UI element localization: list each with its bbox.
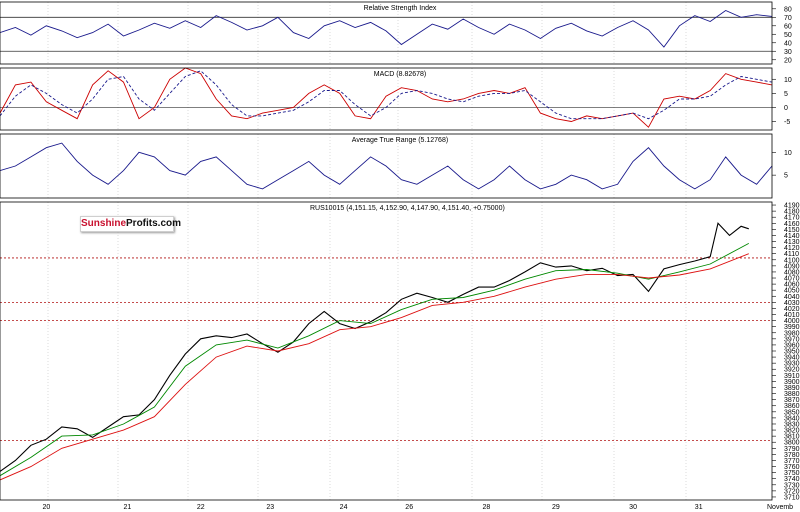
ytick-3-43: 4140 [784,233,800,240]
ytick-3-26: 3970 [784,336,800,343]
panel-frame-2 [0,133,773,199]
xtick-7: 29 [552,504,560,511]
ytick-3-32: 4030 [784,300,800,307]
xtick-4: 24 [340,504,348,511]
ytick-0-5: 70 [784,15,792,22]
grid-layer [47,2,687,500]
series-line-1-0 [0,67,773,128]
tick-layer: 20304050607080-5051051037103720373037403… [42,6,799,511]
ytick-3-27: 3980 [784,330,800,337]
ytick-3-0: 3710 [784,494,800,501]
ytick-3-36: 4070 [784,276,800,283]
ytick-3-34: 4050 [784,288,800,295]
ytick-3-24: 3950 [784,349,800,356]
ytick-3-13: 3840 [784,415,800,422]
ytick-3-31: 4020 [784,306,800,313]
ytick-3-42: 4130 [784,239,800,246]
sunshine-profits-logo: SunshineProfits.com [80,216,181,232]
ytick-1-1: 0 [784,105,788,112]
panel-title-0: Relative Strength Index [364,5,437,12]
ytick-0-2: 40 [784,40,792,47]
ytick-3-2: 3730 [784,482,800,489]
xtick-1: 21 [124,504,132,511]
ytick-3-38: 4090 [784,263,800,270]
ytick-3-47: 4180 [784,209,800,216]
ytick-3-25: 3960 [784,342,800,349]
ytick-3-11: 3820 [784,428,800,435]
ytick-0-0: 20 [784,57,792,64]
logo-brand-black: Profits.com [126,218,182,229]
ytick-3-17: 3880 [784,391,800,398]
ytick-2-0: 5 [784,173,788,180]
ytick-1-3: 10 [784,77,792,84]
xtick-2: 22 [197,504,205,511]
xtick-3: 23 [266,504,274,511]
title-layer: Relative Strength Index MACD (8.82678) Ave… [310,5,505,212]
panel-title-1: MACD (8.82678) [374,71,427,78]
ytick-0-3: 50 [784,32,792,39]
ytick-2-1: 10 [784,150,792,157]
series-line-3-1 [0,243,750,477]
ytick-3-18: 3890 [784,385,800,392]
ytick-3-45: 4160 [784,221,800,228]
ytick-3-30: 4010 [784,312,800,319]
xtick-8: 30 [629,504,637,511]
ytick-3-23: 3940 [784,355,800,362]
ytick-3-6: 3770 [784,458,800,465]
logo-brand-red: Sunshine [81,218,127,229]
ytick-3-29: 4000 [784,318,800,325]
panel-frame-3 [0,201,773,501]
ytick-3-9: 3800 [784,440,800,447]
ytick-3-19: 3900 [784,379,800,386]
xtick-5: 26 [405,504,413,511]
ytick-3-40: 4110 [784,251,799,258]
ytick-3-22: 3930 [784,361,800,368]
ytick-0-4: 60 [784,23,792,30]
ytick-3-37: 4080 [784,269,800,276]
ytick-3-20: 3910 [784,373,800,380]
panel-title-2: Average True Range (5.12768) [352,137,448,144]
ytick-3-1: 3720 [784,488,800,495]
ytick-3-8: 3790 [784,446,800,453]
series-line-2-0 [0,142,773,190]
series-line-0-0 [0,9,773,48]
ytick-3-44: 4150 [784,227,800,234]
series-line-3-0 [0,222,749,472]
ytick-1-2: 5 [784,91,788,98]
ytick-3-48: 4190 [784,203,800,210]
level-layer [0,16,772,441]
series-line-1-1 [0,70,773,120]
panel-frame-1 [0,67,773,131]
ytick-1-0: -5 [784,119,790,126]
series-line-3-2 [0,253,749,481]
ytick-0-6: 80 [784,6,792,13]
ytick-3-15: 3860 [784,403,800,410]
ytick-3-46: 4170 [784,215,800,222]
xtick-6: 28 [483,504,491,511]
ytick-3-5: 3760 [784,464,800,471]
ytick-3-12: 3830 [784,421,800,428]
ytick-0-1: 30 [784,49,792,56]
xtick-9: 31 [695,504,703,511]
frame-layer [0,1,773,501]
xtick-10: Novemb [767,504,793,511]
ytick-3-14: 3850 [784,409,800,416]
line-layer [0,9,773,481]
ytick-3-16: 3870 [784,397,800,404]
ytick-3-33: 4040 [784,294,800,301]
ytick-3-39: 4100 [784,257,800,264]
ytick-3-4: 3750 [784,470,800,477]
ytick-3-3: 3740 [784,476,800,483]
ytick-3-28: 3990 [784,324,800,331]
panel-frame-0 [0,1,773,65]
ytick-3-35: 4060 [784,282,800,289]
ytick-3-7: 3780 [784,452,800,459]
ytick-3-41: 4120 [784,245,800,252]
ytick-3-10: 3810 [784,434,800,441]
xtick-0: 20 [42,504,50,511]
panel-title-3: RUS10015 (4,151.15, 4,152.90, 4,147.90, … [310,205,505,212]
ytick-3-21: 3920 [784,367,800,374]
